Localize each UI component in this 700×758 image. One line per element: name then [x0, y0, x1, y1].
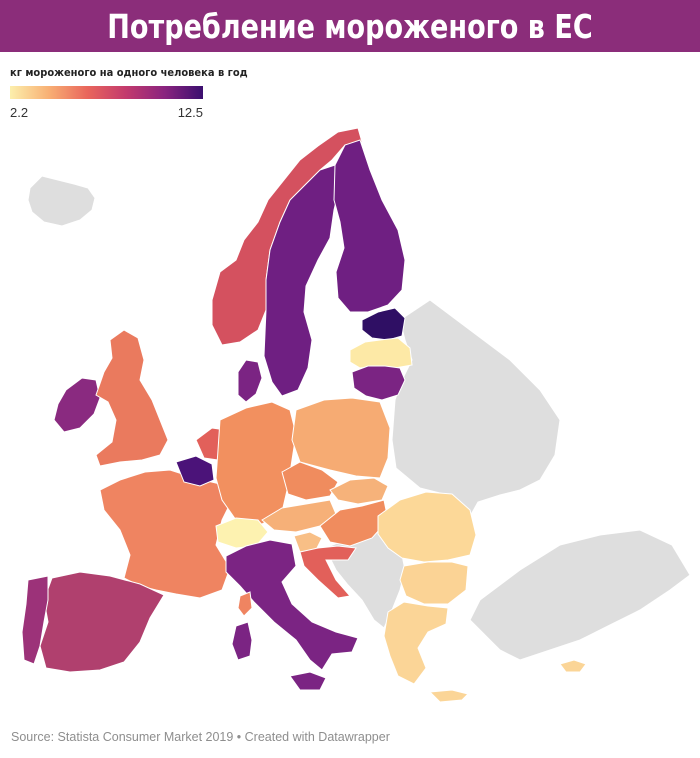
country-turkey — [469, 529, 691, 661]
country-iceland — [27, 175, 96, 227]
island-corsica — [237, 591, 253, 617]
country-ireland — [53, 377, 101, 433]
country-bulgaria — [399, 561, 469, 605]
country-cyprus — [559, 659, 587, 673]
country-spain — [39, 571, 165, 673]
europe-map — [21, 127, 691, 703]
island-crete — [428, 689, 469, 703]
country-sweden — [263, 164, 341, 397]
legend-label: кг мороженого на одного человека в год — [10, 66, 248, 79]
country-portugal — [21, 575, 49, 665]
legend-max-label: 12.5 — [177, 105, 203, 120]
title-bar: Потребление мороженого в ЕС — [0, 0, 700, 52]
country-france — [99, 469, 233, 599]
country-norway — [211, 127, 363, 346]
country-denmark — [237, 359, 263, 403]
island-sicily — [289, 671, 327, 691]
country-belarus-ukraine-russia — [391, 299, 561, 521]
country-slovakia — [329, 477, 389, 505]
country-romania — [377, 491, 477, 563]
legend: кг мороженого на одного человека в год 2… — [10, 66, 248, 121]
source-credit: Source: Statista Consumer Market 2019 • … — [11, 730, 390, 744]
country-uk — [95, 329, 169, 467]
legend-min-label: 2.2 — [10, 105, 29, 120]
country-germany — [215, 401, 297, 525]
country-switzerland — [215, 517, 269, 549]
country-estonia — [361, 307, 406, 341]
island-sardinia — [231, 621, 253, 661]
country-finland — [333, 139, 406, 313]
country-italy — [225, 539, 359, 671]
country-slovenia — [293, 531, 323, 553]
country-latvia — [349, 337, 413, 369]
country-croatia — [299, 545, 357, 599]
legend-gradient-bar — [10, 86, 203, 99]
page-title: Потребление мороженого в ЕС — [107, 6, 593, 46]
country-greece — [383, 601, 449, 685]
country-lithuania — [351, 365, 406, 401]
country-belgium — [175, 455, 215, 487]
country-poland — [291, 397, 391, 479]
